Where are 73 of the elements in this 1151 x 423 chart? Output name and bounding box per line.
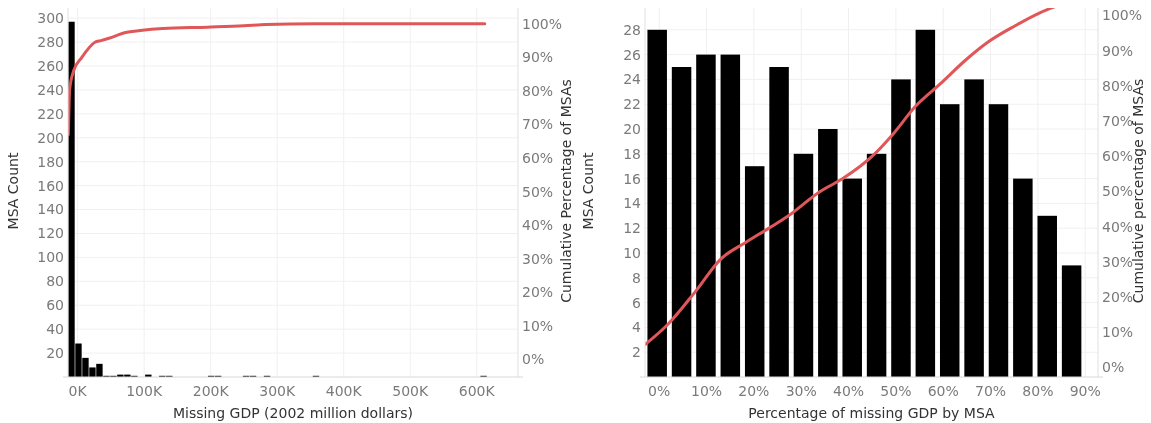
x-tick-label: 90% [1069, 383, 1101, 399]
x-tick-label: 300K [259, 383, 296, 399]
x-tick-label: 0K [68, 383, 88, 399]
y2-tick-label: 30% [522, 250, 554, 267]
y-tick-label: 60 [46, 297, 64, 314]
y-tick-label: 180 [37, 153, 64, 170]
y-tick-label: 40 [46, 321, 64, 338]
y-tick-label: 14 [623, 195, 642, 212]
y2-tick-label: 40% [522, 217, 554, 234]
y-tick-label: 16 [623, 170, 642, 187]
y-tick-label: 220 [37, 105, 64, 122]
y-tick-label: 120 [37, 225, 64, 242]
y2-tick-label: 10% [1102, 324, 1134, 341]
y-tick-label: 18 [623, 145, 641, 162]
y-tick-label: 80 [46, 273, 64, 290]
y2-tick-label: 30% [1102, 253, 1134, 270]
y2-tick-label: 100% [522, 15, 563, 32]
y2-tick-label: 0% [522, 351, 545, 368]
y-axis-title: MSA Count [580, 152, 596, 230]
y-tick-label: 20 [46, 344, 64, 361]
y2-tick-label: 70% [522, 116, 554, 133]
x-tick-label: 80% [1022, 383, 1054, 399]
y2-tick-label: 80% [522, 82, 554, 99]
y-tick-label: 300 [37, 10, 64, 27]
x-tick-label: 200K [192, 383, 230, 399]
y2-tick-label: 70% [1102, 113, 1134, 130]
y-tick-label: 26 [623, 46, 642, 63]
x-tick-label: 100K [126, 383, 163, 399]
y2-tick-label: 40% [1102, 218, 1134, 235]
y2-tick-label: 90% [1102, 42, 1134, 59]
x-tick-label: 600K [458, 383, 496, 399]
y2-tick-label: 20% [1102, 289, 1134, 306]
x-tick-label: 500K [392, 383, 430, 399]
x-tick-label: 50% [880, 383, 912, 399]
y2-tick-label: 50% [1102, 183, 1134, 200]
y-tick-label: 140 [37, 201, 64, 218]
y-tick-label: 2 [632, 344, 641, 361]
y2-tick-label: 50% [522, 183, 554, 200]
x-tick-label: 40% [832, 383, 865, 399]
y-tick-label: 280 [37, 33, 64, 50]
x-tick-label: 20% [738, 383, 770, 399]
y2-tick-label: 100% [1102, 7, 1143, 24]
y2-tick-label: 20% [522, 284, 554, 301]
y-axis-title: MSA Count [5, 152, 21, 230]
y2-tick-label: 10% [522, 317, 554, 334]
y-tick-label: 260 [37, 57, 64, 74]
x-tick-label: 60% [927, 383, 959, 399]
x-axis-title: Percentage of missing GDP by MSA [748, 405, 996, 421]
x-tick-label: 70% [974, 383, 1007, 399]
y2-tick-label: 60% [522, 150, 554, 166]
y-tick-label: 240 [37, 81, 64, 98]
y-tick-label: 12 [623, 220, 641, 237]
y-tick-label: 4 [632, 319, 642, 336]
y-tick-label: 8 [632, 269, 641, 286]
y2-tick-label: 80% [1102, 77, 1134, 94]
x-tick-label: 0% [648, 383, 671, 399]
y2-axis-title: Cumulative Percentage of MSAs [558, 79, 574, 303]
x-tick-label: 30% [785, 383, 817, 399]
x-tick-label: 10% [690, 383, 723, 399]
y-tick-label: 200 [37, 129, 64, 146]
y-tick-label: 10 [623, 244, 641, 261]
y-tick-label: 6 [632, 294, 642, 311]
x-axis-title: Missing GDP (2002 million dollars) [172, 405, 414, 421]
y2-tick-label: 90% [522, 49, 554, 66]
x-tick-label: 400K [325, 383, 363, 399]
y2-tick-label: 60% [1102, 148, 1134, 165]
y-tick-label: 100 [37, 249, 64, 266]
y-tick-label: 24 [623, 71, 642, 88]
y-tick-label: 20 [623, 120, 641, 137]
y2-tick-label: 0% [1102, 359, 1125, 376]
y-tick-label: 160 [37, 177, 64, 194]
y-tick-label: 28 [623, 21, 641, 38]
y-tick-label: 22 [623, 96, 641, 113]
